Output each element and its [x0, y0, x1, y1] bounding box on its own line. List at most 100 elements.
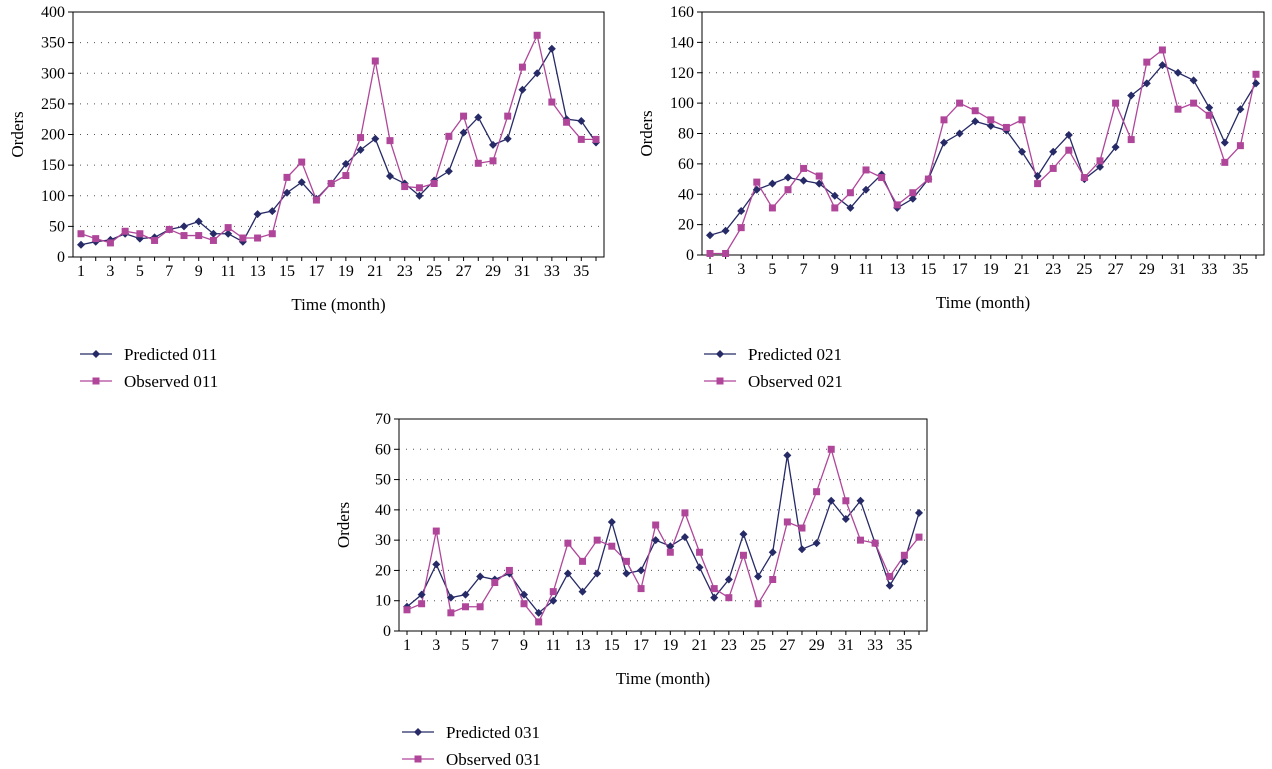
data-point-observed	[505, 566, 513, 574]
data-point-observed	[165, 225, 173, 233]
data-point-observed	[1143, 58, 1151, 66]
data-point-observed	[1205, 111, 1213, 119]
data-point-observed	[722, 249, 730, 257]
x-tick-label: 31	[1170, 261, 1186, 278]
data-point-observed	[180, 232, 188, 240]
x-tick-label: 15	[279, 263, 295, 280]
y-axis-label: Orders	[637, 110, 656, 156]
data-point-predicted	[680, 533, 689, 542]
data-point-observed	[681, 509, 689, 517]
data-point-predicted	[724, 575, 733, 584]
data-point-observed	[956, 99, 964, 107]
data-point-observed	[462, 603, 470, 611]
data-point-observed	[592, 135, 600, 143]
data-point-observed	[725, 594, 733, 602]
x-tick-label: 21	[367, 263, 383, 280]
data-point-predicted	[577, 117, 586, 126]
data-point-observed	[800, 164, 808, 172]
x-tick-label: 35	[896, 637, 912, 654]
x-tick-label: 33	[1201, 261, 1217, 278]
data-point-observed	[1252, 70, 1260, 78]
data-point-observed	[136, 230, 144, 238]
data-point-observed	[371, 57, 379, 65]
data-point-observed	[224, 224, 232, 232]
data-point-predicted	[955, 129, 964, 138]
data-point-predicted	[986, 121, 995, 130]
x-tick-label: 19	[983, 261, 999, 278]
data-point-observed	[195, 232, 203, 240]
data-point-predicted	[1127, 91, 1136, 100]
data-point-observed	[798, 524, 806, 532]
data-point-predicted	[706, 231, 714, 240]
data-point-observed	[1034, 180, 1042, 188]
data-point-predicted	[1252, 79, 1260, 88]
data-point-observed	[209, 236, 217, 244]
data-point-observed	[386, 137, 394, 145]
data-point-predicted	[1236, 105, 1245, 114]
y-tick-label: 400	[41, 4, 65, 21]
data-point-predicted	[1033, 172, 1042, 181]
data-point-predicted	[797, 545, 806, 554]
data-point-observed	[489, 157, 497, 165]
legend-label: Observed 021	[748, 372, 843, 391]
series-line-observed	[406, 447, 920, 624]
data-point-predicted	[752, 185, 761, 194]
x-tick-label: 7	[165, 263, 173, 280]
legend-marker-square	[414, 755, 422, 763]
data-point-observed	[563, 118, 571, 126]
data-point-observed	[298, 158, 306, 166]
x-tick-label: 17	[308, 263, 324, 280]
data-point-observed	[666, 548, 674, 556]
data-point-predicted	[268, 207, 277, 216]
data-point-observed	[518, 63, 526, 71]
x-tick-label: 11	[220, 263, 235, 280]
series-line-observed	[710, 48, 1257, 255]
data-point-observed	[783, 518, 791, 526]
data-point-predicted	[737, 206, 746, 215]
data-point-observed	[549, 588, 557, 596]
data-point-predicted	[1049, 147, 1058, 156]
x-tick-label: 15	[920, 261, 936, 278]
data-point-observed	[533, 31, 541, 39]
x-tick-label: 27	[1108, 261, 1124, 278]
x-tick-label: 31	[514, 263, 530, 280]
data-point-predicted	[784, 173, 792, 182]
data-point-observed	[239, 234, 247, 242]
data-point-observed	[445, 132, 453, 140]
data-point-predicted	[841, 514, 850, 523]
data-point-predicted	[827, 496, 836, 505]
data-point-observed	[254, 234, 262, 242]
data-point-predicted	[503, 134, 512, 143]
x-tick-label: 5	[768, 261, 776, 278]
data-point-observed	[447, 609, 455, 617]
data-point-observed	[77, 230, 85, 238]
data-point-predicted	[520, 590, 529, 599]
y-tick-label: 0	[686, 247, 694, 264]
x-tick-label: 3	[106, 263, 114, 280]
data-point-predicted	[432, 560, 441, 569]
y-tick-label: 100	[670, 95, 694, 112]
x-tick-label: 25	[426, 263, 442, 280]
data-point-predicted	[549, 596, 558, 605]
data-point-observed	[121, 227, 129, 235]
y-tick-label: 150	[41, 157, 65, 174]
x-tick-label: 9	[831, 261, 839, 278]
data-point-observed	[827, 445, 835, 453]
data-point-observed	[737, 224, 745, 232]
x-tick-label: 1	[77, 263, 85, 280]
data-point-predicted	[417, 590, 426, 599]
data-point-predicted	[1096, 162, 1104, 171]
y-tick-label: 60	[375, 441, 391, 458]
data-point-predicted	[768, 548, 777, 557]
y-tick-label: 80	[678, 126, 694, 143]
x-axis-label: Time (month)	[291, 295, 385, 314]
x-tick-label: 19	[338, 263, 354, 280]
data-point-observed	[846, 189, 854, 197]
data-point-predicted	[799, 176, 808, 185]
data-point-predicted	[856, 496, 865, 505]
data-point-observed	[1174, 105, 1182, 113]
data-point-observed	[608, 542, 616, 550]
